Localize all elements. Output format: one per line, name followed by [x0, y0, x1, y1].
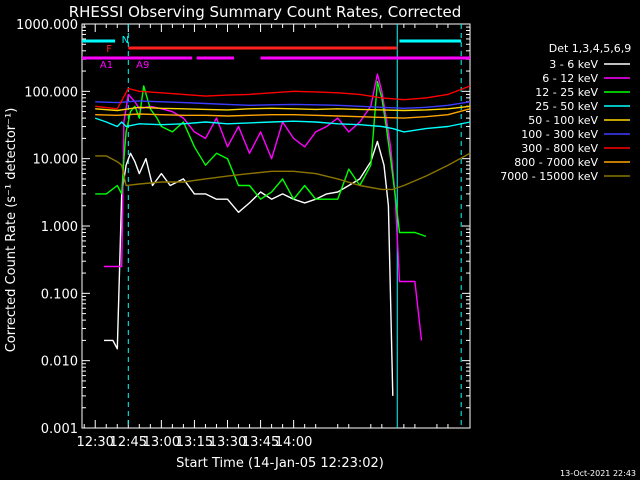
y-tick-label: 0.010	[41, 355, 78, 370]
legend-label: 7000 - 15000 keV	[500, 170, 598, 183]
y-tick-label: 0.001	[41, 422, 78, 437]
legend-label: 300 - 800 keV	[521, 142, 598, 155]
x-tick-label: 13:45	[242, 435, 279, 450]
x-axis-label: Start Time (14-Jan-05 12:23:02)	[176, 456, 384, 471]
attenuator-label-a1: A1	[100, 60, 113, 71]
y-axis-label: Corrected Count Rate (s⁻¹ detector⁻¹)	[4, 108, 19, 353]
series-line-7	[95, 85, 471, 110]
flag-label-f: F	[106, 44, 112, 55]
x-tick-label: 14:00	[275, 435, 312, 450]
plot-frame	[81, 23, 471, 429]
attenuator-label-a9: A9	[136, 60, 149, 71]
series-line-8	[95, 108, 471, 119]
legend-label: 3 - 6 keV	[549, 58, 598, 71]
series-line-5	[95, 105, 471, 112]
x-tick-label: 12:45	[110, 435, 147, 450]
legend-label: 800 - 7000 keV	[514, 156, 598, 169]
y-tick-label: 0.100	[41, 287, 78, 302]
flag-label-n: N	[122, 35, 129, 46]
x-tick-label: 12:30	[76, 435, 113, 450]
x-tick-label: 13:00	[143, 435, 180, 450]
timestamp: 13-Oct-2021 22:43	[560, 469, 636, 478]
x-tick-label: 13:30	[209, 435, 246, 450]
legend-title: Det 1,3,4,5,6,9	[549, 42, 632, 55]
x-tick-label: 13:15	[176, 435, 213, 450]
legend-label: 100 - 300 keV	[521, 128, 598, 141]
legend-label: 50 - 100 keV	[528, 114, 598, 127]
legend-label: 25 - 50 keV	[535, 100, 598, 113]
series-line-4	[94, 117, 471, 133]
chart-title: RHESSI Observing Summary Count Rates, Co…	[69, 3, 462, 21]
series-line-6	[95, 100, 471, 110]
series-line-9	[95, 152, 471, 191]
series-line-2	[104, 73, 423, 341]
y-tick-label: 100.000	[24, 85, 78, 100]
y-tick-label: 10.000	[33, 153, 79, 168]
y-tick-label: 1.000	[41, 220, 78, 235]
y-tick-label: 1000.000	[16, 18, 78, 33]
series-line-1	[104, 140, 394, 396]
legend-label: 12 - 25 keV	[535, 86, 598, 99]
plot-area: 0.001 0.010 0.100 1.000 10.000 100.000 1000.00…	[16, 18, 471, 450]
legend-label: 6 - 12 keV	[542, 72, 598, 85]
